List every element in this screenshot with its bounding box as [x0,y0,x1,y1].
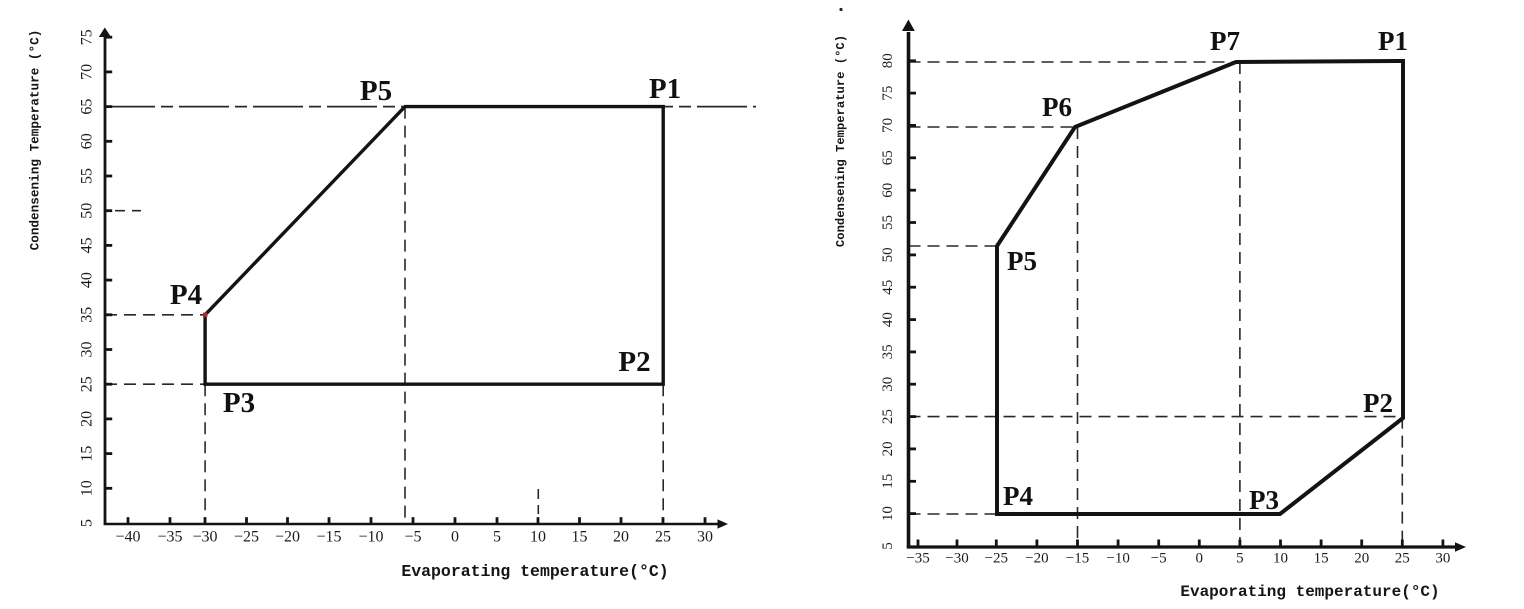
svg-text:10: 10 [530,529,546,546]
svg-text:0: 0 [451,529,459,546]
svg-text:P4: P4 [1003,481,1033,511]
svg-text:50: 50 [79,203,96,219]
svg-text:−35: −35 [157,529,182,546]
svg-text:5: 5 [79,519,96,527]
svg-text:15: 15 [572,529,588,546]
svg-text:35: 35 [880,344,896,359]
svg-text:10: 10 [1273,551,1288,567]
svg-text:−5: −5 [404,529,421,546]
svg-text:45: 45 [79,237,96,253]
svg-text:80: 80 [880,53,896,68]
svg-text:70: 70 [79,64,96,80]
svg-text:55: 55 [79,168,96,184]
svg-text:−20: −20 [275,529,300,546]
svg-text:75: 75 [880,86,896,101]
svg-text:15: 15 [79,446,96,462]
svg-text:65: 65 [79,99,96,115]
svg-text:65: 65 [880,150,896,165]
svg-text:30: 30 [79,342,96,358]
svg-text:40: 40 [880,312,896,327]
svg-text:5: 5 [880,542,896,550]
svg-text:−5: −5 [1151,551,1167,567]
svg-text:20: 20 [613,529,629,546]
svg-text:P5: P5 [360,75,392,107]
svg-text:−25: −25 [234,529,259,546]
svg-text:15: 15 [1314,551,1329,567]
svg-text:15: 15 [880,474,896,489]
svg-text:P5: P5 [1007,246,1037,276]
svg-text:−15: −15 [316,529,341,546]
svg-text:P6: P6 [1042,92,1072,122]
svg-text:25: 25 [1395,551,1410,567]
svg-text:5: 5 [493,529,501,546]
svg-text:P3: P3 [223,387,255,419]
svg-text:45: 45 [880,280,896,295]
svg-text:P4: P4 [170,279,202,311]
svg-text:10: 10 [79,480,96,496]
svg-text:25: 25 [880,409,896,424]
svg-text:20: 20 [880,441,896,456]
svg-text:25: 25 [655,529,671,546]
svg-text:0: 0 [1196,551,1204,567]
svg-text:P2: P2 [1363,388,1393,418]
svg-text:−10: −10 [1106,551,1129,567]
svg-text:Evaporating temperature(°C): Evaporating temperature(°C) [401,562,668,581]
svg-text:−40: −40 [115,529,140,546]
svg-text:Condensening Temperature (°C): Condensening Temperature (°C) [28,30,43,251]
svg-text:P1: P1 [649,73,681,105]
svg-text:10: 10 [880,506,896,521]
svg-text:5: 5 [1236,551,1244,567]
svg-text:P2: P2 [618,346,650,378]
svg-text:70: 70 [880,118,896,133]
svg-text:20: 20 [79,411,96,427]
svg-text:P1: P1 [1378,26,1408,56]
svg-text:Condensening Temperature (°C): Condensening Temperature (°C) [834,35,848,247]
svg-text:−20: −20 [1025,551,1048,567]
svg-text:75: 75 [79,29,96,45]
svg-text:35: 35 [79,307,96,323]
svg-text:25: 25 [79,376,96,392]
svg-text:−30: −30 [945,551,968,567]
svg-text:P7: P7 [1210,26,1240,56]
svg-text:60: 60 [79,133,96,149]
svg-text:40: 40 [79,272,96,288]
svg-text:55: 55 [880,215,896,230]
svg-text:20: 20 [1354,551,1369,567]
svg-text:P3: P3 [1249,485,1279,515]
svg-text:−10: −10 [358,529,383,546]
svg-text:50: 50 [880,247,896,262]
svg-text:Evaporating temperature(°C): Evaporating temperature(°C) [1180,583,1439,601]
svg-text:−15: −15 [1066,551,1089,567]
svg-text:60: 60 [880,183,896,198]
svg-text:30: 30 [697,529,713,546]
svg-text:−30: −30 [192,529,217,546]
svg-text:−35: −35 [906,551,929,567]
svg-text:30: 30 [880,377,896,392]
svg-text:30: 30 [1435,551,1450,567]
svg-text:−25: −25 [985,551,1008,567]
